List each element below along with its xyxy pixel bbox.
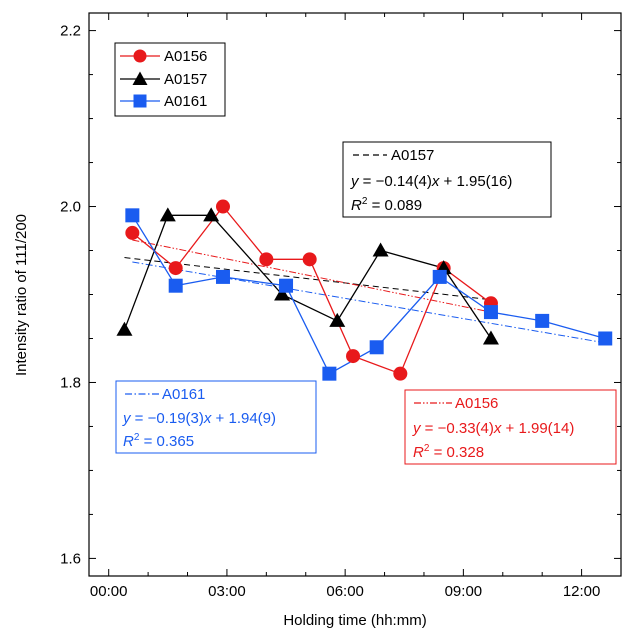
fit-annotation-a0161: A0161 y = −0.19(3)x + 1.94(9) R2 = 0.365: [115, 380, 317, 454]
legend-label-a0157: A0157: [164, 71, 207, 88]
data-point-a0156: [125, 225, 140, 240]
fit-annotation-a0157: A0157 y = −0.14(4)x + 1.95(16) R2 = 0.08…: [342, 141, 552, 218]
data-point-a0161: [215, 269, 230, 284]
legend-label-a0156: A0156: [164, 48, 207, 65]
fit-equation-a0157: y = −0.14(4)x + 1.95(16): [350, 173, 512, 190]
fit-box-a0161: [115, 380, 317, 454]
fit-line-a0157: [124, 257, 492, 301]
fit-label-a0157: A0157: [391, 147, 434, 164]
fit-equation-a0161: y = −0.19(3)x + 1.94(9): [122, 410, 276, 427]
x-tick-label: 03:00: [208, 583, 246, 600]
legend-marker-a0156: [133, 49, 147, 63]
data-point-a0157: [329, 312, 346, 327]
data-point-a0161: [483, 305, 498, 320]
data-point-a0161: [279, 278, 294, 293]
fit-annotation-a0156: A0156 y = −0.33(4)x + 1.99(14) R2 = 0.32…: [404, 389, 617, 465]
data-point-a0156: [302, 252, 317, 267]
y-axis-label: Intensity ratio of 111/200: [13, 214, 30, 376]
data-point-a0161: [535, 313, 550, 328]
fit-r2-a0156: R2 = 0.328: [413, 443, 484, 461]
data-point-a0157: [116, 321, 133, 336]
x-tick-label: 12:00: [563, 583, 601, 600]
data-point-a0156: [393, 366, 408, 381]
legend-entry-a0157: A0157: [120, 71, 207, 88]
data-series: [116, 199, 613, 381]
y-tick-label: 1.8: [60, 374, 81, 391]
data-point-a0156: [168, 261, 183, 276]
data-point-a0156: [259, 252, 274, 267]
legend: A0156 A0157 A0161: [114, 42, 226, 117]
fit-r2-a0161: R2 = 0.365: [123, 432, 194, 450]
fit-r2-a0157: R2 = 0.089: [351, 196, 422, 214]
data-point-a0157: [203, 207, 220, 222]
legend-entry-a0161: A0161: [120, 93, 207, 110]
data-point-a0156: [215, 199, 230, 214]
data-point-a0157: [482, 330, 499, 345]
legend-marker-a0161: [133, 94, 147, 108]
data-point-a0161: [168, 278, 183, 293]
data-point-a0161: [125, 208, 140, 223]
x-tick-label: 06:00: [326, 583, 364, 600]
data-point-a0161: [369, 340, 384, 355]
data-point-a0161: [598, 331, 613, 346]
legend-label-a0161: A0161: [164, 93, 207, 110]
fit-line-a0161: [132, 261, 606, 344]
legend-box: [114, 42, 226, 117]
fit-box-a0156: [404, 389, 617, 465]
fit-equation-a0156: y = −0.33(4)x + 1.99(14): [412, 420, 574, 437]
data-point-a0156: [346, 349, 361, 364]
data-point-a0157: [159, 207, 176, 222]
fit-label-a0161: A0161: [162, 386, 205, 403]
axis-ticks: 00:00 03:00 06:00 09:00 12:00 1.6 1.8 2.0 2.2: [60, 13, 621, 600]
series-line-a0157: [123, 214, 492, 339]
x-tick-label: 09:00: [445, 583, 483, 600]
legend-marker-a0157: [132, 71, 148, 85]
x-axis-label: Holding time (hh:mm): [283, 612, 426, 629]
legend-entry-a0156: A0156: [120, 48, 207, 65]
y-tick-label: 2.0: [60, 199, 81, 216]
data-point-a0161: [322, 366, 337, 381]
y-tick-label: 2.2: [60, 23, 81, 40]
fit-label-a0156: A0156: [455, 395, 498, 412]
y-tick-label: 1.6: [60, 550, 81, 567]
data-point-a0157: [274, 286, 291, 301]
x-tick-label: 00:00: [90, 583, 128, 600]
data-point-a0161: [432, 269, 447, 284]
data-point-a0157: [372, 242, 389, 257]
